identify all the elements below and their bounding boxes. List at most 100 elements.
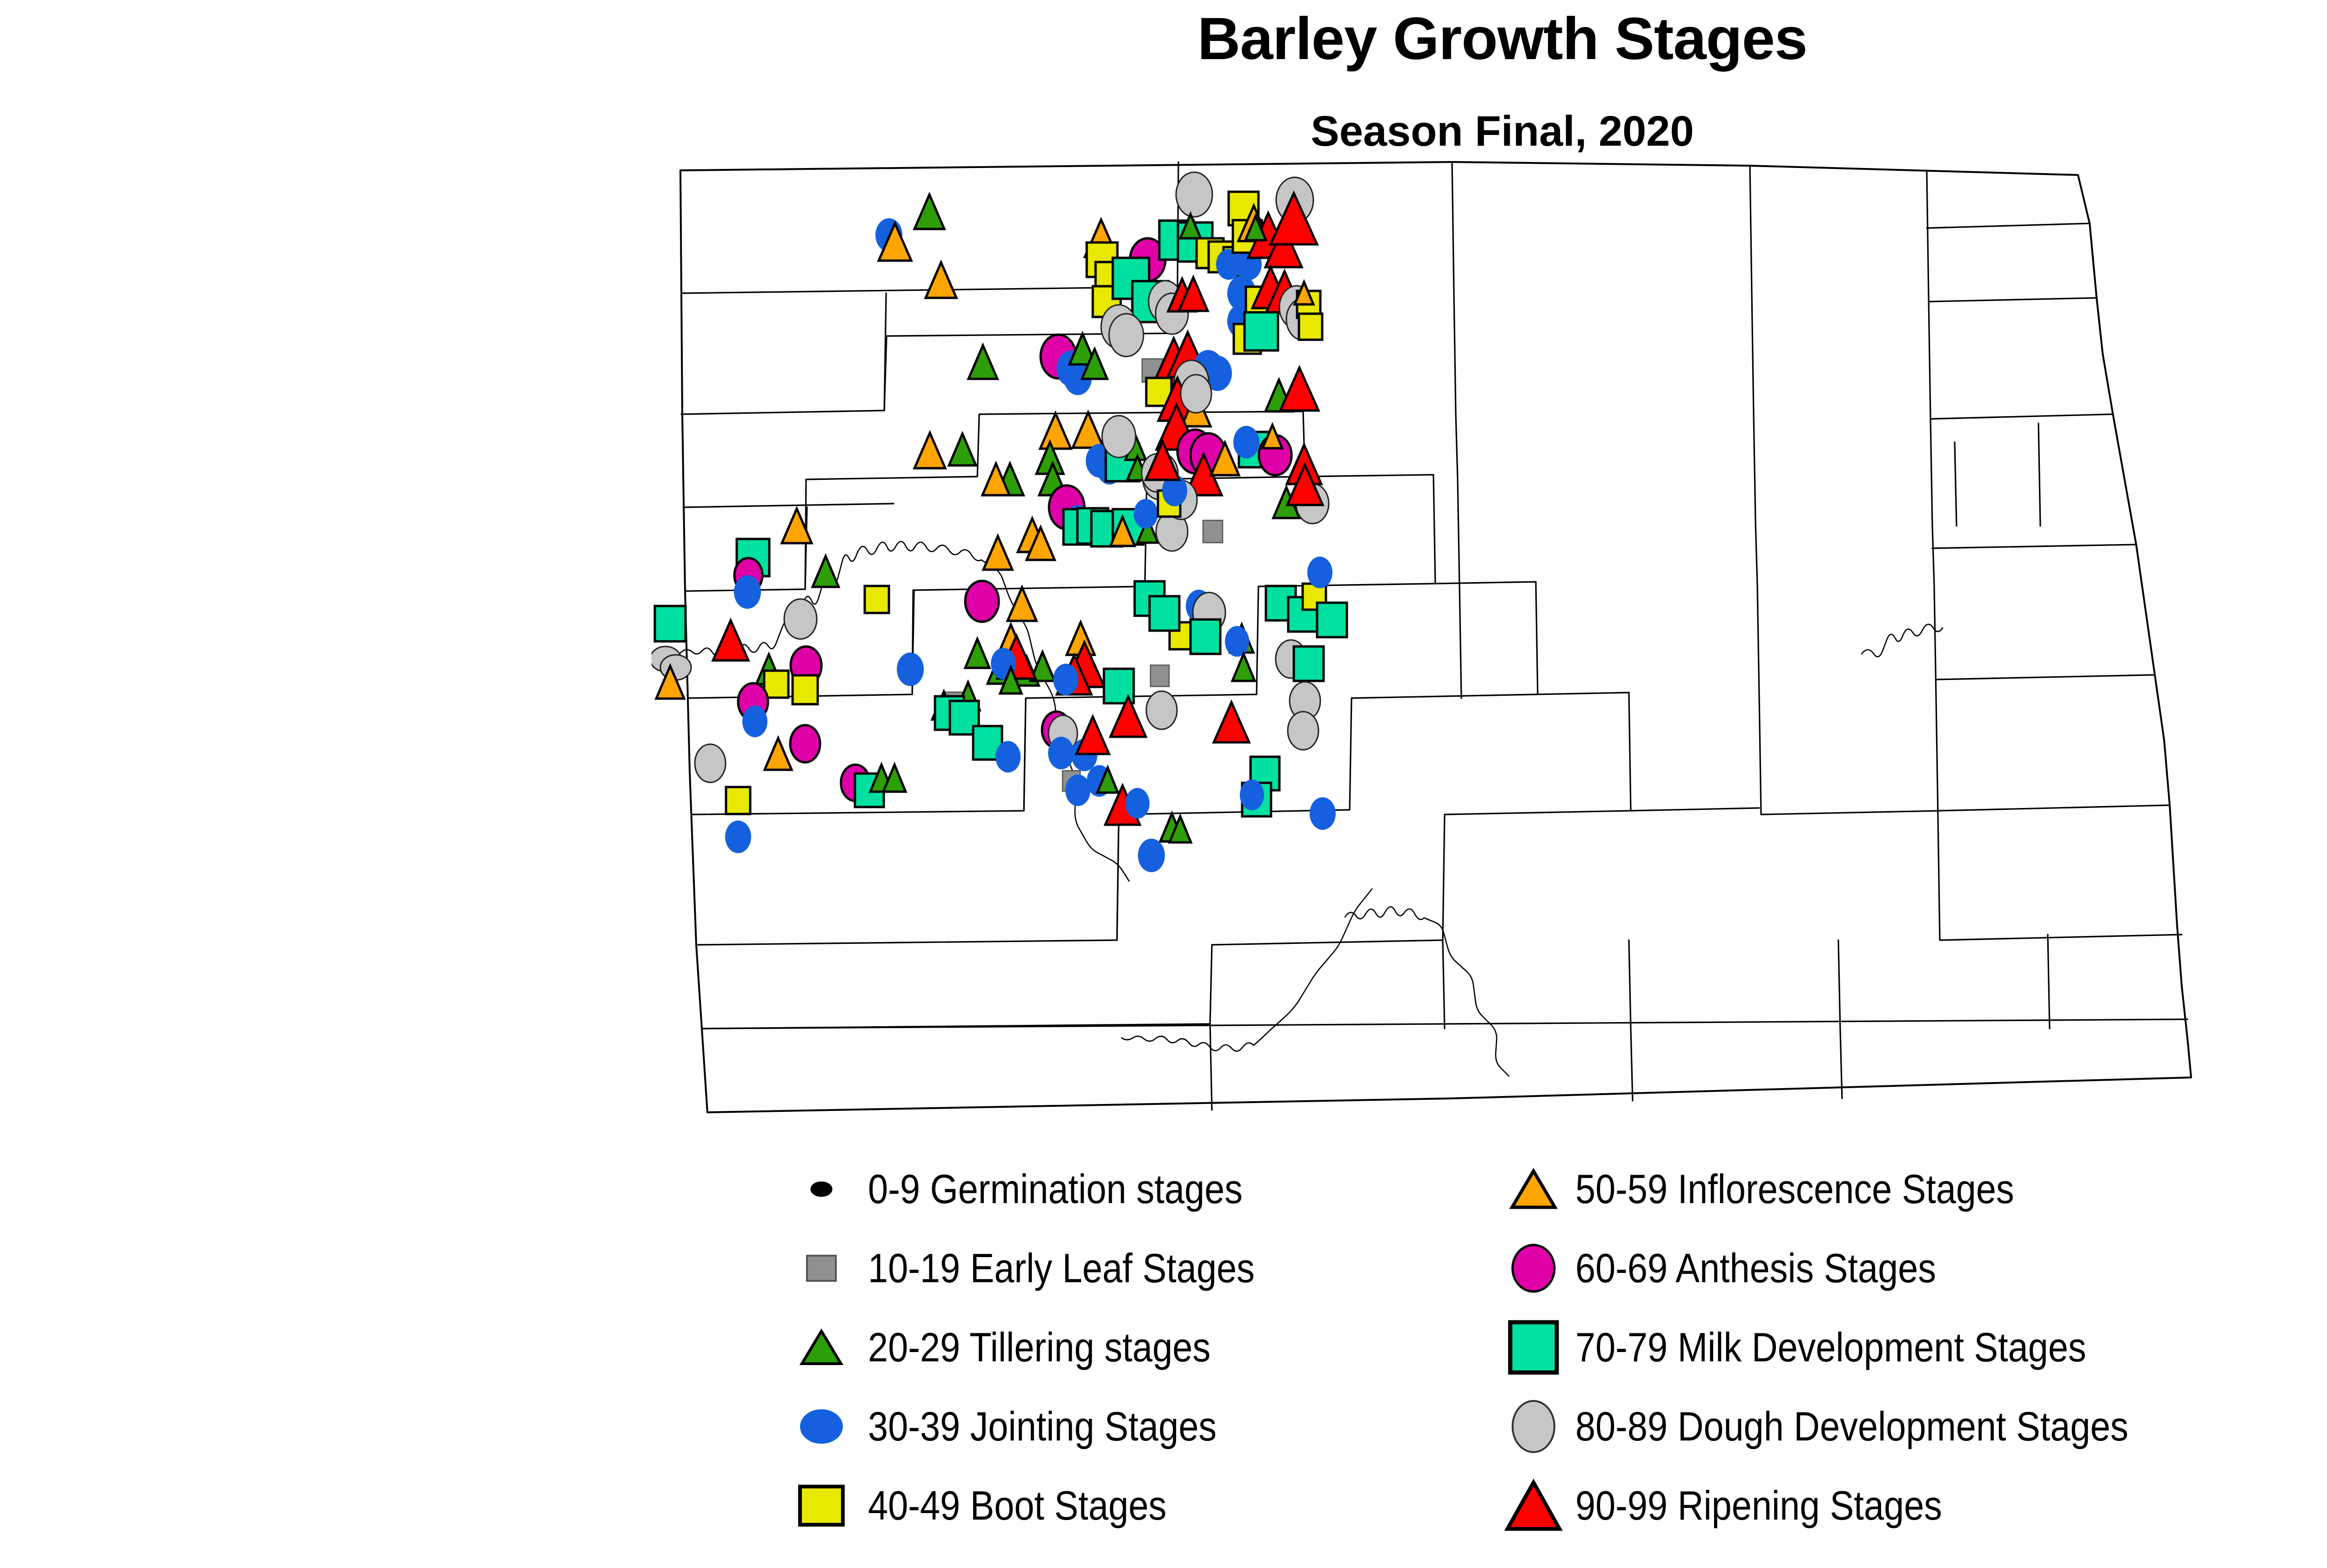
marker-triangle	[1006, 584, 1038, 622]
legend-symbol	[1494, 1471, 1573, 1541]
marker-triangle	[924, 259, 958, 299]
legend-item[interactable]: 90-99 Ripening Stages	[1494, 1471, 2285, 1550]
legend-symbol	[782, 1154, 861, 1224]
marker-ellipse	[734, 575, 761, 609]
square-marker-icon	[798, 1485, 845, 1527]
legend-label: 20-29 Tillering stages	[868, 1324, 1211, 1370]
county-line	[1749, 165, 1756, 522]
legend-symbol	[1494, 1233, 1573, 1303]
marker-ellipse	[1203, 356, 1232, 391]
marker-triangle	[982, 533, 1014, 571]
marker-ellipse	[1287, 711, 1319, 751]
legend-symbol	[782, 1471, 861, 1541]
legend-item[interactable]: 10-19 Early Leaf Stages	[782, 1233, 1573, 1312]
marker-ellipse	[1233, 426, 1259, 458]
marker-square	[1316, 601, 1348, 639]
legend-symbol	[1494, 1392, 1573, 1461]
marker-triangle	[1080, 346, 1109, 380]
marker-triangle	[1285, 462, 1325, 506]
marker-square	[1298, 312, 1324, 341]
marker-triangle	[1136, 515, 1160, 544]
legend-label: 10-19 Early Leaf Stages	[868, 1245, 1255, 1291]
marker-triangle	[1261, 422, 1284, 450]
legend-item[interactable]: 30-39 Jointing Stages	[782, 1392, 1573, 1471]
county-line	[2047, 934, 2051, 1030]
county-line	[1209, 1023, 1213, 1111]
marker-triangle	[1109, 693, 1148, 738]
marker-square	[1243, 311, 1279, 352]
triangle-marker-icon	[799, 1328, 844, 1365]
legend-item[interactable]: 40-49 Boot Stages	[782, 1471, 1573, 1550]
marker-ellipse	[1101, 415, 1137, 458]
marker-ellipse	[1145, 690, 1178, 730]
marker-ellipse	[1216, 249, 1241, 280]
county-boundaries	[679, 161, 2192, 1113]
marker-square	[763, 669, 790, 699]
marker-triangle	[1269, 190, 1319, 246]
county-line	[1023, 697, 1027, 812]
marker-triangle	[711, 617, 750, 662]
marker-ellipse	[1310, 797, 1336, 830]
marker-triangle	[1096, 764, 1120, 794]
county-line	[1628, 807, 1760, 812]
county-line	[1535, 692, 1632, 812]
square-marker-icon	[806, 1255, 837, 1282]
marker-ellipse	[1307, 557, 1332, 588]
county-line	[682, 503, 894, 508]
square-marker-icon	[1508, 1320, 1559, 1375]
ellipse-marker-icon	[800, 1409, 843, 1444]
state-outline-path	[679, 161, 2192, 1113]
river-line	[1861, 624, 1944, 658]
triangle-marker-icon	[1509, 1168, 1558, 1209]
legend-item[interactable]: 60-69 Anthesis Stages	[1494, 1233, 2285, 1312]
marker-square	[653, 605, 687, 643]
legend-item[interactable]: 50-59 Inflorescence Stages	[1494, 1154, 2285, 1233]
marker-triangle	[998, 664, 1023, 695]
county-line	[1954, 441, 1957, 527]
marker-square	[1103, 667, 1135, 705]
marker-triangle	[1212, 699, 1251, 744]
legend-right-column: 50-59 Inflorescence Stages 60-69 Anthesis…	[1494, 1154, 2285, 1550]
marker-ellipse	[694, 743, 726, 783]
marker-square	[1145, 377, 1173, 407]
legend-item[interactable]: 70-79 Milk Development Stages	[1494, 1312, 2285, 1392]
legend-item[interactable]: 0-9 Germination stages	[782, 1154, 1573, 1233]
marker-ellipse	[725, 821, 751, 853]
county-line	[1451, 161, 1457, 415]
county-line	[1455, 413, 1462, 699]
marker-triangle	[881, 761, 908, 793]
page-title: Barley Growth Stages	[1197, 6, 1808, 72]
county-line	[1116, 814, 1120, 941]
ellipse-marker-icon	[1512, 1400, 1555, 1453]
county-line	[697, 693, 1537, 946]
county-line	[883, 292, 887, 411]
triangle-marker-icon	[799, 1328, 844, 1365]
marker-square	[725, 786, 752, 815]
marker-ellipse	[964, 579, 1000, 623]
marker-triangle	[963, 636, 991, 669]
marker-triangle	[1109, 514, 1137, 547]
marker-ellipse	[1065, 774, 1090, 806]
marker-square	[1202, 519, 1224, 544]
square-marker-icon	[1508, 1320, 1559, 1375]
legend-symbol	[1494, 1154, 1573, 1224]
legend-item[interactable]: 20-29 Tillering stages	[782, 1312, 1573, 1392]
marker-ellipse	[1162, 475, 1187, 506]
county-line	[1760, 810, 1941, 815]
legend-label: 70-79 Milk Development Stages	[1575, 1324, 2086, 1370]
marker-triangle	[1209, 439, 1241, 477]
marker-ellipse	[1175, 171, 1213, 218]
legend-label: 40-49 Boot Stages	[868, 1482, 1167, 1528]
marker-ellipse	[897, 653, 924, 686]
ellipse-marker-icon	[800, 1409, 843, 1444]
county-line	[804, 506, 808, 590]
legend-item[interactable]: 80-89 Dough Development Stages	[1494, 1392, 2285, 1471]
county-line	[1931, 544, 2137, 549]
square-marker-icon	[798, 1485, 845, 1527]
marker-triangle	[1293, 279, 1315, 306]
county-line	[2038, 423, 2041, 527]
ellipse-marker-icon	[1512, 1400, 1555, 1453]
state-outline	[679, 161, 2192, 1113]
ellipse-marker-icon	[810, 1181, 833, 1197]
